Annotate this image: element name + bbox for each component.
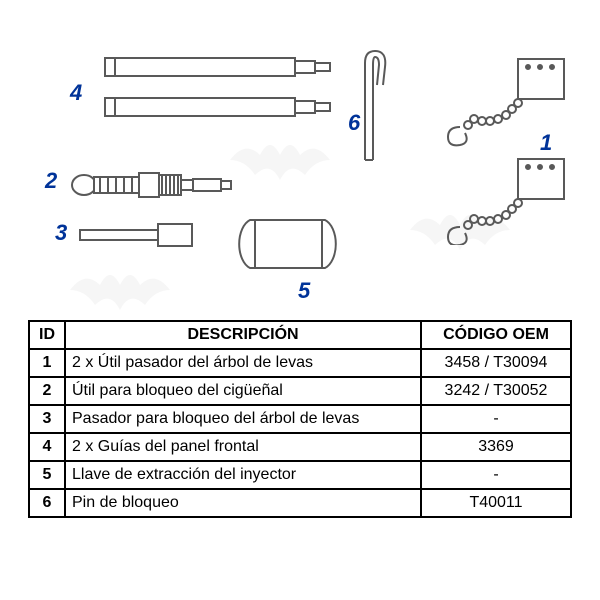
label-5: 5 — [298, 278, 310, 304]
label-2: 2 — [45, 168, 57, 194]
table-row: 5 Llave de extracción del inyector - — [29, 461, 571, 489]
diagram-area: 1 2 3 4 5 6 — [0, 0, 600, 320]
cell-code: 3369 — [421, 433, 571, 461]
cell-code: 3458 / T30094 — [421, 349, 571, 377]
part-5-injector-key — [230, 210, 350, 280]
table-row: 1 2 x Útil pasador del árbol de levas 34… — [29, 349, 571, 377]
label-3: 3 — [55, 220, 67, 246]
cell-code: T40011 — [421, 489, 571, 517]
part-1-cam-pins — [440, 55, 580, 245]
header-id: ID — [29, 321, 65, 349]
cell-desc: Llave de extracción del inyector — [65, 461, 421, 489]
parts-table: ID DESCRIPCIÓN CÓDIGO OEM 1 2 x Útil pas… — [28, 320, 572, 518]
table-row: 2 Útil para bloqueo del cigüeñal 3242 / … — [29, 377, 571, 405]
cell-desc: 2 x Útil pasador del árbol de levas — [65, 349, 421, 377]
cell-id: 1 — [29, 349, 65, 377]
cell-code: 3242 / T30052 — [421, 377, 571, 405]
cell-code: - — [421, 461, 571, 489]
parts-table-area: ID DESCRIPCIÓN CÓDIGO OEM 1 2 x Útil pas… — [28, 320, 572, 518]
watermark-icon — [60, 260, 180, 320]
table-row: 4 2 x Guías del panel frontal 3369 — [29, 433, 571, 461]
cell-desc: Pasador para bloqueo del árbol de levas — [65, 405, 421, 433]
label-1: 1 — [540, 130, 552, 156]
cell-code: - — [421, 405, 571, 433]
cell-desc: Útil para bloqueo del cigüeñal — [65, 377, 421, 405]
label-4: 4 — [70, 80, 82, 106]
table-header-row: ID DESCRIPCIÓN CÓDIGO OEM — [29, 321, 571, 349]
cell-id: 2 — [29, 377, 65, 405]
table-row: 3 Pasador para bloqueo del árbol de leva… — [29, 405, 571, 433]
cell-id: 3 — [29, 405, 65, 433]
part-2-crank-tool — [70, 165, 240, 205]
part-3-cam-pin — [78, 220, 218, 250]
cell-id: 5 — [29, 461, 65, 489]
cell-desc: Pin de bloqueo — [65, 489, 421, 517]
cell-desc: 2 x Guías del panel frontal — [65, 433, 421, 461]
cell-id: 4 — [29, 433, 65, 461]
header-code: CÓDIGO OEM — [421, 321, 571, 349]
part-4-guides — [100, 50, 340, 140]
cell-id: 6 — [29, 489, 65, 517]
table-row: 6 Pin de bloqueo T40011 — [29, 489, 571, 517]
header-desc: DESCRIPCIÓN — [65, 321, 421, 349]
part-6-lock-pin — [345, 45, 395, 165]
label-6: 6 — [348, 110, 360, 136]
